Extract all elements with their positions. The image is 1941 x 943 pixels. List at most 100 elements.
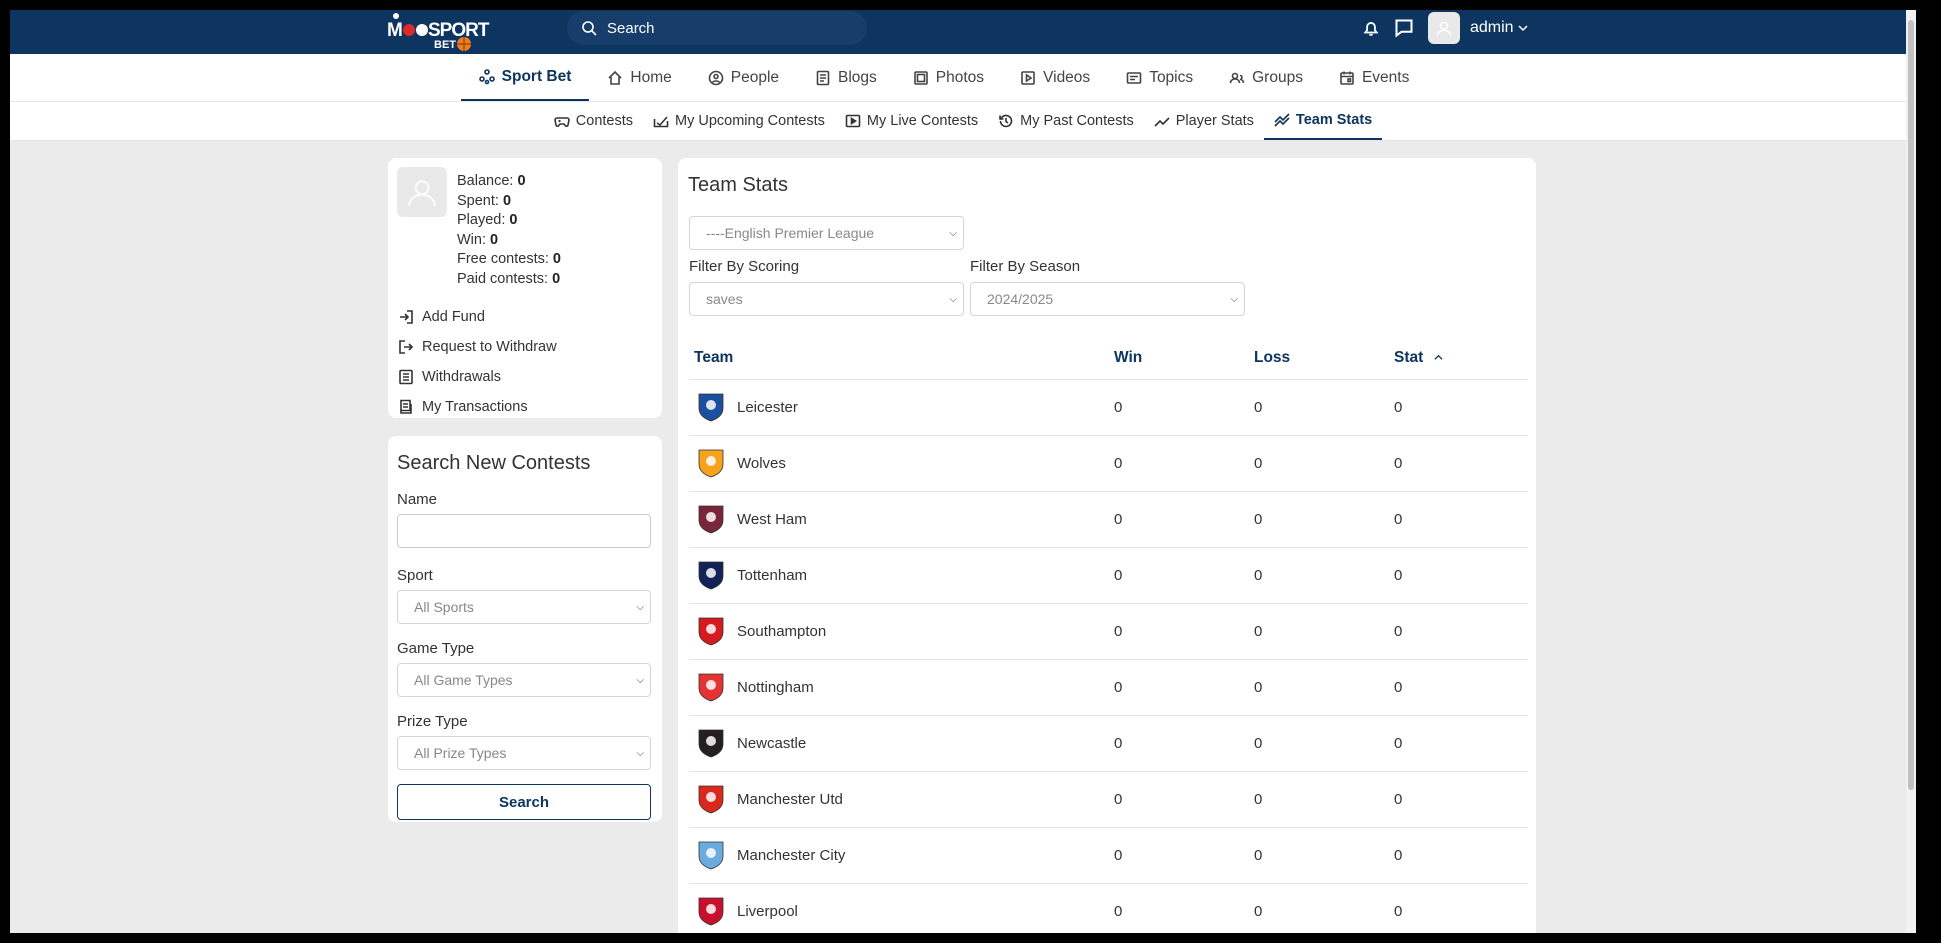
- chevron-down-icon: ⌵: [1230, 293, 1238, 305]
- request-withdraw-link[interactable]: Request to Withdraw: [398, 332, 557, 362]
- sport-select-value: All Sports: [414, 599, 474, 615]
- team-name[interactable]: West Ham: [737, 510, 807, 528]
- tab-my-past-contests[interactable]: My Past Contests: [988, 102, 1144, 140]
- user-menu[interactable]: admin: [1470, 19, 1528, 37]
- stat-cell: 0: [1389, 883, 1528, 933]
- table-row[interactable]: Manchester Utd 0 0 0: [689, 771, 1528, 828]
- team-name[interactable]: Nottingham: [737, 678, 814, 696]
- team-cell: Wolves: [689, 435, 1109, 492]
- user-icon: [1436, 21, 1452, 36]
- column-header-win[interactable]: Win: [1109, 337, 1249, 380]
- svg-text:BET: BET: [434, 39, 456, 51]
- league-select[interactable]: ----English Premier League ⌵: [689, 216, 964, 250]
- team-crest-icon: [694, 614, 728, 648]
- played-value: 0: [509, 212, 518, 228]
- global-search[interactable]: [567, 11, 867, 45]
- paid-contests-value: 0: [552, 270, 561, 287]
- team-name[interactable]: Leicester: [737, 398, 798, 416]
- table-row[interactable]: Liverpool 0 0 0: [689, 883, 1528, 933]
- table-row[interactable]: Wolves 0 0 0: [689, 435, 1528, 492]
- prize-type-select-value: All Prize Types: [414, 745, 507, 761]
- spent-label: Spent:: [457, 192, 499, 209]
- table-row[interactable]: Southampton 0 0 0: [689, 603, 1528, 660]
- column-header-loss[interactable]: Loss: [1249, 337, 1389, 380]
- nav-home[interactable]: Home: [589, 54, 689, 101]
- name-field[interactable]: [397, 514, 651, 548]
- team-cell: Manchester Utd: [689, 771, 1109, 828]
- tab-label: My Live Contests: [866, 113, 979, 129]
- nav-groups[interactable]: Groups: [1211, 54, 1321, 101]
- table-row[interactable]: Newcastle 0 0 0: [689, 715, 1528, 772]
- team-name[interactable]: Liverpool: [737, 902, 798, 920]
- team-name[interactable]: Tottenham: [737, 566, 808, 584]
- loss-cell: 0: [1249, 491, 1389, 548]
- tab-team-stats[interactable]: Team Stats: [1263, 102, 1383, 140]
- nav-label: Videos: [1043, 68, 1091, 86]
- sub-nav: Contests My Upcoming Contests My Live Co…: [10, 102, 1916, 141]
- season-select[interactable]: 2024/2025 ⌵: [970, 282, 1245, 316]
- nav-people[interactable]: People: [690, 54, 797, 101]
- game-type-select[interactable]: All Game Types ⌵: [397, 663, 651, 697]
- team-name[interactable]: Manchester City: [737, 846, 846, 864]
- scoring-select[interactable]: saves ⌵: [689, 282, 964, 316]
- add-fund-link[interactable]: Add Fund: [398, 302, 557, 332]
- scoring-filter: Filter By Scoring saves ⌵: [689, 258, 964, 316]
- user-avatar[interactable]: [1428, 12, 1460, 44]
- vertical-scrollbar[interactable]: [1906, 10, 1916, 933]
- user-name: admin: [1470, 19, 1514, 36]
- chevron-down-icon: ⌵: [636, 747, 644, 759]
- loss-cell: 0: [1249, 379, 1389, 436]
- team-name[interactable]: Newcastle: [737, 734, 807, 752]
- win-label: Win:: [457, 231, 486, 248]
- my-transactions-link[interactable]: My Transactions: [398, 392, 557, 422]
- tab-player-stats[interactable]: Player Stats: [1144, 102, 1264, 140]
- nav-videos[interactable]: Videos: [1002, 54, 1108, 101]
- nav-photos[interactable]: Photos: [895, 54, 1002, 101]
- column-header-team[interactable]: Team: [689, 337, 1109, 380]
- team-crest-icon: [694, 726, 728, 760]
- season-select-value: 2024/2025: [987, 291, 1054, 307]
- tab-my-upcoming-contests[interactable]: My Upcoming Contests: [643, 102, 835, 140]
- team-name[interactable]: Wolves: [737, 454, 786, 472]
- svg-text:SPORT: SPORT: [428, 20, 490, 41]
- nav-sport-bet[interactable]: Sport Bet: [460, 54, 590, 101]
- table-row[interactable]: Leicester 0 0 0: [689, 379, 1528, 436]
- scrollbar-thumb[interactable]: [1908, 20, 1914, 790]
- league-select-value: ----English Premier League: [706, 225, 875, 241]
- column-header-stat[interactable]: Stat: [1389, 337, 1528, 380]
- prize-type-select[interactable]: All Prize Types ⌵: [397, 736, 651, 770]
- team-cell: Southampton: [689, 603, 1109, 660]
- tab-contests[interactable]: Contests: [544, 102, 643, 140]
- search-icon: [582, 21, 597, 36]
- table-row[interactable]: Nottingham 0 0 0: [689, 659, 1528, 716]
- tab-label: My Past Contests: [1020, 113, 1134, 129]
- groups-icon: [1229, 72, 1245, 83]
- search-input[interactable]: [607, 19, 847, 37]
- search-button[interactable]: Search: [397, 784, 651, 820]
- team-name[interactable]: Southampton: [737, 622, 827, 640]
- bell-icon[interactable]: [1362, 19, 1380, 37]
- nav-blogs[interactable]: Blogs: [797, 54, 895, 101]
- chevron-down-icon: ⌵: [636, 601, 644, 613]
- profile-card: Balance: 0 Spent: 0 Played: 0 Win: 0 Fre…: [388, 158, 662, 418]
- live-icon: [845, 114, 861, 128]
- table-row[interactable]: Tottenham 0 0 0: [689, 547, 1528, 604]
- win-cell: 0: [1109, 883, 1249, 933]
- team-name[interactable]: Manchester Utd: [737, 790, 843, 808]
- nav-topics[interactable]: Topics: [1108, 54, 1211, 101]
- team-crest-icon: [694, 390, 728, 424]
- top-bar: M SPORT BET admin: [10, 10, 1916, 54]
- sport-select[interactable]: All Sports ⌵: [397, 590, 651, 624]
- page-title: Team Stats: [688, 174, 789, 196]
- withdrawals-link[interactable]: Withdrawals: [398, 362, 557, 392]
- tab-my-live-contests[interactable]: My Live Contests: [835, 102, 988, 140]
- game-type-select-value: All Game Types: [414, 672, 513, 688]
- table-row[interactable]: West Ham 0 0 0: [689, 491, 1528, 548]
- site-logo[interactable]: M SPORT BET: [387, 12, 491, 52]
- table-row[interactable]: Manchester City 0 0 0: [689, 827, 1528, 884]
- chat-icon[interactable]: [1394, 18, 1414, 38]
- tab-label: Team Stats: [1295, 112, 1373, 128]
- nav-events[interactable]: Events: [1321, 54, 1427, 101]
- request-withdraw-label: Request to Withdraw: [422, 339, 557, 355]
- team-crest-icon: [694, 838, 728, 872]
